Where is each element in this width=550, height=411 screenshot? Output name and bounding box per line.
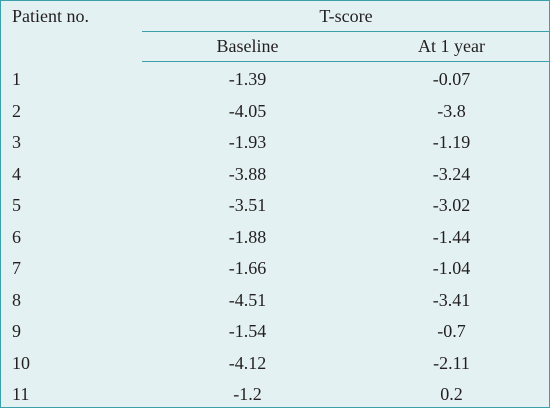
- table-row: 5 -3.51 -3.02: [2, 190, 550, 222]
- baseline-cell: -1.2: [233, 384, 262, 405]
- year-cell: -3.24: [432, 163, 471, 184]
- table-body: 1 -1.39 -0.07 2 -4.05 -3.8 3 -1.93 -1.19 4 -3.88 -3…: [2, 62, 550, 411]
- year-cell: -0.07: [432, 69, 471, 90]
- patient-cell: 1: [12, 69, 21, 89]
- header-row-2: Baseline At 1 year: [2, 31, 550, 62]
- baseline-cell: -4.51: [228, 289, 267, 310]
- table-row: 2 -4.05 -3.8: [2, 96, 550, 128]
- year-cell: 0.2: [440, 384, 463, 405]
- table-row: 10 -4.12 -2.11: [2, 348, 550, 380]
- baseline-cell: -1.93: [228, 132, 267, 153]
- patient-cell: 6: [12, 226, 21, 247]
- year-cell: -1.04: [432, 258, 471, 279]
- baseline-column-header: Baseline: [142, 31, 353, 62]
- table-row: 8 -4.51 -3.41: [2, 285, 550, 317]
- baseline-cell: -3.51: [228, 195, 267, 216]
- patient-cell: 2: [12, 100, 21, 121]
- patient-cell: 11: [12, 384, 30, 405]
- patient-cell: 8: [12, 289, 21, 310]
- table-row: 1 -1.39 -0.07: [2, 62, 550, 96]
- patient-cell: 7: [12, 258, 21, 279]
- baseline-cell: -4.05: [228, 100, 267, 121]
- year-cell: -0.7: [437, 321, 466, 342]
- table-header: Patient no. T-score Baseline At 1 year: [2, 2, 550, 62]
- year-cell: -3.02: [432, 195, 471, 216]
- patient-cell: 10: [12, 352, 30, 373]
- table-row: 11 -1.2 0.2: [2, 379, 550, 411]
- baseline-cell: -1.54: [228, 321, 267, 342]
- patient-column-header: Patient no.: [12, 6, 89, 26]
- year-column-header: At 1 year: [353, 31, 550, 62]
- year-cell: -1.44: [432, 226, 471, 247]
- table-row: 4 -3.88 -3.24: [2, 159, 550, 191]
- patient-cell: 4: [12, 163, 21, 184]
- year-cell: -3.41: [432, 289, 471, 310]
- table-row: 7 -1.66 -1.04: [2, 253, 550, 285]
- header-row-1: Patient no. T-score: [2, 2, 550, 32]
- year-cell: -2.11: [433, 352, 470, 373]
- tscore-group-header: T-score: [142, 2, 550, 32]
- patient-cell: 5: [12, 195, 21, 216]
- year-cell: -3.8: [437, 100, 466, 121]
- baseline-cell: -1.66: [228, 258, 267, 279]
- table-row: 6 -1.88 -1.44: [2, 222, 550, 254]
- baseline-cell: -1.88: [228, 226, 267, 247]
- table-row: 9 -1.54 -0.7: [2, 316, 550, 348]
- table-row: 3 -1.93 -1.19: [2, 127, 550, 159]
- baseline-cell: -1.39: [228, 69, 267, 90]
- baseline-cell: -4.12: [228, 352, 267, 373]
- year-cell: -1.19: [432, 132, 471, 153]
- baseline-cell: -3.88: [228, 163, 267, 184]
- patient-cell: 3: [12, 132, 21, 153]
- patient-cell: 9: [12, 321, 21, 342]
